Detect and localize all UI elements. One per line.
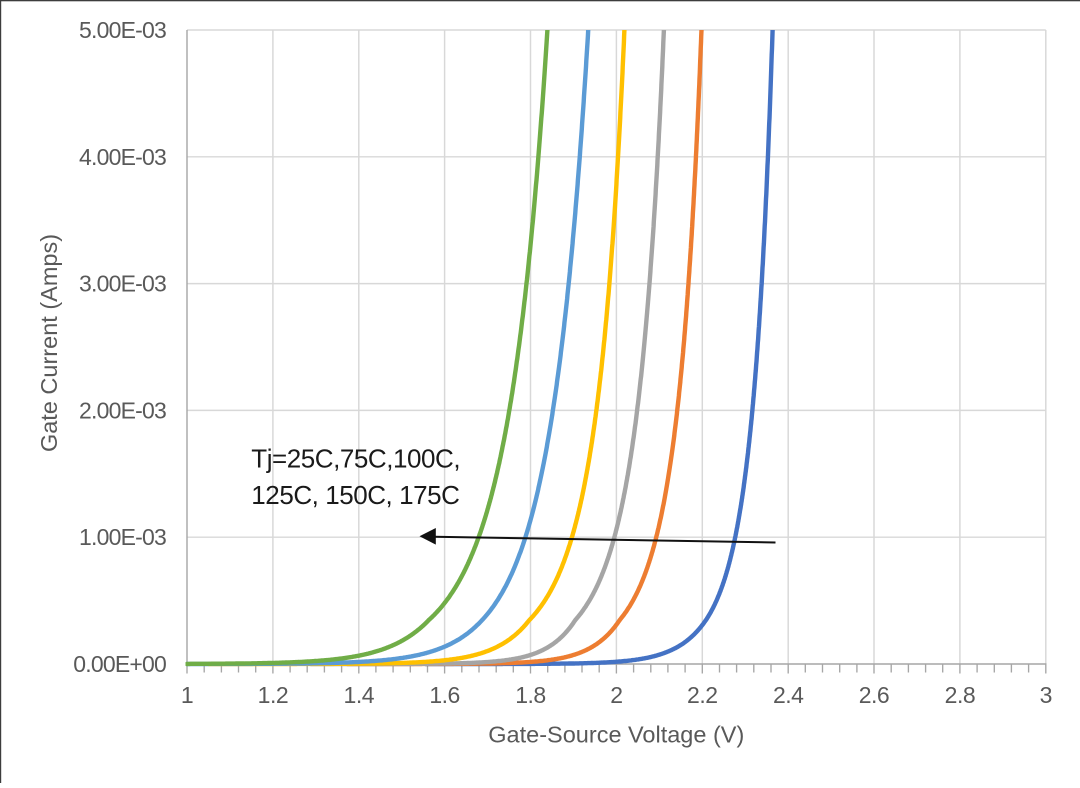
svg-text:1.6: 1.6 (429, 682, 459, 708)
svg-text:1.2: 1.2 (258, 682, 288, 708)
svg-text:3.00E-03: 3.00E-03 (79, 271, 166, 297)
svg-text:3: 3 (1040, 682, 1052, 708)
svg-text:2.2: 2.2 (687, 682, 717, 708)
svg-text:Gate Current (Amps): Gate Current (Amps) (36, 234, 62, 452)
svg-text:5.00E-03: 5.00E-03 (79, 17, 166, 43)
svg-text:2.8: 2.8 (945, 682, 975, 708)
svg-text:2.6: 2.6 (859, 682, 889, 708)
svg-text:Tj=25C,75C,100C,: Tj=25C,75C,100C, (251, 444, 460, 474)
svg-text:0.00E+00: 0.00E+00 (73, 651, 166, 677)
svg-text:2: 2 (610, 682, 622, 708)
svg-text:Gate-Source Voltage (V): Gate-Source Voltage (V) (488, 722, 744, 748)
svg-text:1: 1 (181, 682, 193, 708)
svg-text:125C, 150C, 175C: 125C, 150C, 175C (251, 480, 459, 510)
svg-text:2.00E-03: 2.00E-03 (79, 397, 166, 423)
svg-text:1.4: 1.4 (344, 682, 375, 708)
svg-text:2.4: 2.4 (773, 682, 804, 708)
svg-text:1.8: 1.8 (515, 682, 545, 708)
svg-text:1.00E-03: 1.00E-03 (79, 524, 166, 550)
svg-text:4.00E-03: 4.00E-03 (79, 144, 166, 170)
